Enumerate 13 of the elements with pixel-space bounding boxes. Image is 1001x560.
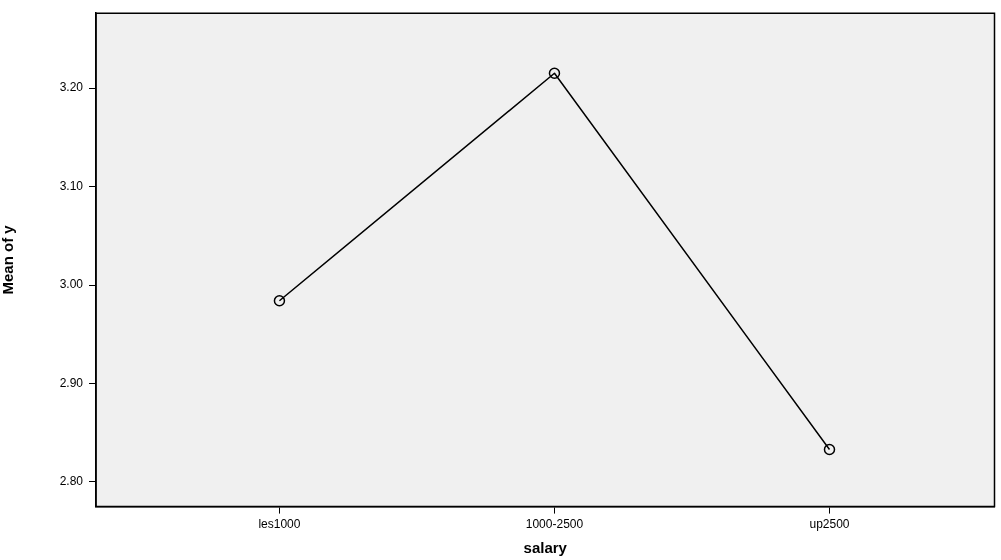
x-tick-label: 1000-2500	[525, 517, 584, 532]
y-tick-label: 3.10	[59, 178, 84, 193]
point	[273, 295, 286, 307]
y-tick-label: 2.80	[59, 474, 84, 489]
x-tick-label: up2500	[809, 517, 850, 532]
point	[823, 443, 836, 456]
x-axis-title: salary	[523, 539, 568, 557]
y-axis-title: Mean of y	[0, 224, 17, 295]
y-tick-label: 2.90	[59, 375, 84, 390]
y-tick-label: 3.00	[59, 277, 84, 292]
x-tick-label: les1000	[258, 517, 301, 532]
y-tick-label: 3.20	[59, 80, 84, 95]
point	[548, 67, 561, 80]
